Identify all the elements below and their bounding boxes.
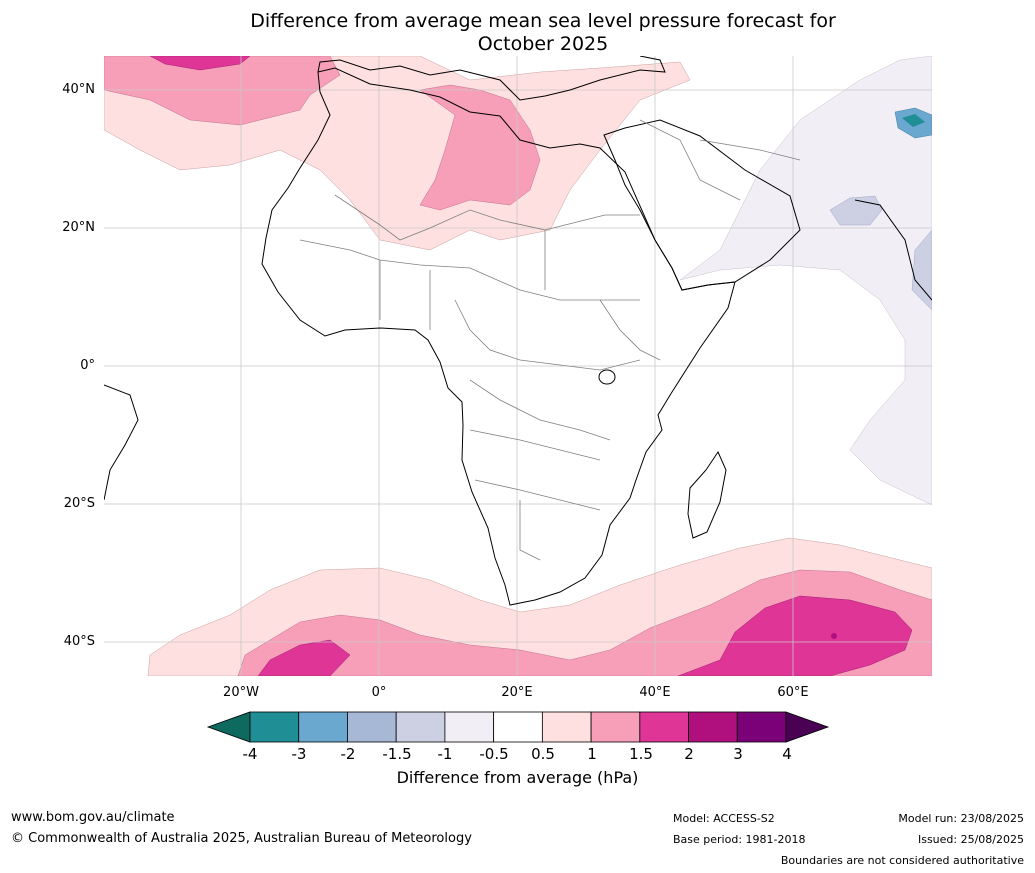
colorbar-tick: 3 [733, 745, 743, 763]
footer-model: Model: ACCESS-S2 [673, 812, 775, 825]
title-line-1: Difference from average mean sea level p… [250, 10, 836, 32]
colorbar-tick: 4 [782, 745, 792, 763]
anomaly-1-1.5-sahara [419, 84, 541, 211]
anomaly-1.5-2-southern-ocean [677, 595, 913, 676]
colorbar-bin [590, 711, 641, 743]
colorbar-tick: -2 [340, 745, 356, 763]
lat-label-40n: 40°N [62, 82, 95, 97]
country-borders [299, 119, 801, 561]
lat-label-equator: 0° [80, 358, 95, 373]
colorbar-label: Difference from average (hPa) [396, 768, 639, 787]
colorbar-min-extend [206, 711, 251, 743]
lake-victoria [598, 369, 616, 385]
anomaly-1.5-2-south-atlantic [257, 639, 351, 676]
colorbar-bin [347, 711, 397, 743]
colorbar-bin [541, 711, 592, 743]
colorbar-max-extend [785, 711, 830, 743]
colorbar-tick: -1 [437, 745, 453, 763]
madagascar-coastline [687, 450, 727, 539]
lon-label-20e: 20°E [501, 685, 533, 700]
colorbar [206, 711, 830, 743]
coastlines [104, 56, 932, 606]
lat-label-40s: 40°S [63, 634, 95, 649]
colorbar-tick: -4 [242, 745, 258, 763]
colorbar-bin [444, 711, 495, 743]
graticule [104, 56, 932, 676]
footer-url: www.bom.gov.au/climate [11, 810, 175, 825]
anomaly-1-1.5-north-atlantic [104, 56, 341, 126]
colorbar-tick: -0.5 [479, 745, 509, 763]
anomaly-neg-0.5-1-arabian-sea [679, 56, 932, 506]
colorbar-tick: 2 [684, 745, 694, 763]
colorbar-tick: 0.5 [531, 745, 555, 763]
anomaly-neg-1-1.5-india [911, 229, 932, 311]
lon-label-20w: 20°W [223, 685, 259, 700]
colorbar-bin [688, 711, 738, 743]
anomaly-neg-tibet-core [902, 114, 925, 127]
colorbar-bin [736, 711, 787, 743]
colorbar-bin [493, 711, 543, 743]
anomaly-2-3-spot [831, 633, 837, 639]
colorbar-tick: -1.5 [382, 745, 412, 763]
lat-label-20s: 20°S [63, 496, 95, 511]
anomaly-1.5-2-north-atlantic [149, 56, 251, 71]
south-america-coastline [104, 384, 139, 501]
colorbar-tick: 1 [587, 745, 597, 763]
india-coastline [854, 199, 932, 301]
colorbar-bin [249, 711, 300, 743]
colorbar-bin [298, 711, 348, 743]
footer-disclaimer: Boundaries are not considered authoritat… [780, 854, 1024, 867]
lon-label-40e: 40°E [639, 685, 671, 700]
lat-label-20n: 20°N [62, 220, 95, 235]
footer-model-run: Model run: 23/08/2025 [898, 812, 1024, 825]
colorbar-tick: -3 [291, 745, 307, 763]
europe-coastline [317, 56, 666, 101]
colorbar-tick: 1.5 [629, 745, 653, 763]
colorbar-bin [395, 711, 446, 743]
map-title: Difference from average mean sea level p… [0, 10, 1035, 56]
title-line-2: October 2025 [477, 33, 609, 55]
footer-base-period: Base period: 1981-2018 [673, 833, 806, 846]
lon-label-60e: 60°E [777, 685, 809, 700]
arabia-coastline [603, 119, 801, 291]
footer-issued: Issued: 25/08/2025 [917, 833, 1024, 846]
africa-coastline [261, 67, 736, 606]
colorbar-bin [639, 711, 689, 743]
footer-copyright: © Commonwealth of Australia 2025, Austra… [11, 831, 472, 846]
lon-label-0: 0° [371, 685, 387, 700]
